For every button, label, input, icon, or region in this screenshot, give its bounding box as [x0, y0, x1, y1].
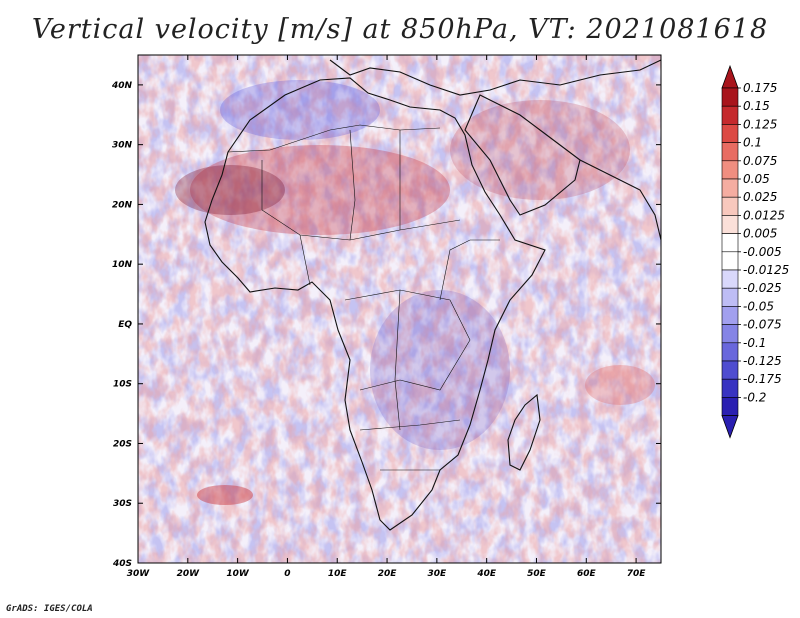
- lat-label: 30N: [112, 141, 133, 151]
- colorbar-swatch: [721, 105, 739, 125]
- coastlines: [204, 59, 662, 531]
- lon-label: 30E: [428, 569, 448, 579]
- colorbar-label: -0.025: [743, 281, 782, 295]
- colorbar-label: 0.1: [743, 136, 762, 150]
- colorbar-swatch: [721, 306, 739, 325]
- latitude-axis: 40N 30N 20N 10N EQ 10S 20S 30S 40S: [111, 81, 661, 569]
- lat-label: 30S: [113, 499, 132, 509]
- colorbar-swatch: [721, 397, 739, 416]
- border: [299, 234, 311, 286]
- colorbar-label: 0.15: [743, 99, 770, 113]
- colorbar-label: 0.05: [743, 172, 770, 186]
- lon-label: 40E: [476, 569, 497, 579]
- colorbar-swatch: [721, 124, 739, 143]
- border: [349, 129, 356, 241]
- colorbar-swatch: [721, 160, 739, 180]
- colorbar-swatch: [721, 178, 739, 198]
- colorbar-label: -0.125: [743, 354, 782, 368]
- lat-label: 40S: [112, 559, 132, 569]
- colorbar-swatch: [721, 360, 739, 380]
- lon-label: 50E: [527, 569, 547, 579]
- colorbar-swatch: [721, 87, 739, 107]
- europe-asia-coastline: [329, 59, 662, 96]
- border: [439, 239, 500, 301]
- lat-label: 20N: [112, 200, 133, 210]
- colorbar-label: -0.175: [743, 372, 782, 386]
- lon-label: 20E: [378, 569, 398, 579]
- lon-label: 70E: [627, 569, 647, 579]
- colorbar-label: -0.2: [743, 390, 766, 404]
- colorbar: 0.175 0.15 0.125 0.1 0.075 0.05 0.025 0.0125 0.0…: [721, 64, 789, 439]
- border: [359, 419, 461, 431]
- colorbar-label: 0.005: [743, 227, 777, 241]
- colorbar-label: -0.005: [743, 245, 782, 259]
- lon-label: 10E: [328, 569, 348, 579]
- lon-label: 20W: [177, 569, 201, 579]
- border: [394, 289, 401, 431]
- plot-title: Vertical velocity [m/s] at 850hPa, VT: 2…: [31, 14, 769, 45]
- grads-credit: GrADS: IGES/COLA: [6, 604, 93, 614]
- colorbar-label: 0.025: [743, 190, 777, 204]
- africa-coastline: [204, 77, 546, 531]
- colorbar-swatch: [721, 269, 739, 289]
- colorbar-label: -0.05: [743, 299, 774, 313]
- colorbar-swatch: [721, 287, 739, 307]
- longitude-axis: 30W 20W 10W 0 10E 20E 30E 40E 50E 60E 70E: [127, 55, 647, 579]
- colorbar-label: 0.175: [743, 81, 777, 95]
- south-asia-coastline: [579, 159, 662, 241]
- velocity-field: [138, 55, 661, 563]
- colorbar-label: 0.0125: [743, 208, 785, 222]
- colorbar-swatch: [721, 196, 739, 216]
- lat-label: 10S: [113, 380, 132, 390]
- colorbar-swatch: [721, 142, 739, 162]
- lon-label: 30W: [127, 569, 151, 579]
- colorbar-swatch: [721, 324, 739, 344]
- lon-label: 0: [284, 569, 290, 579]
- country-borders: [227, 124, 500, 471]
- madagascar-coastline: [507, 393, 541, 471]
- colorbar-swatch: [721, 378, 739, 398]
- colorbar-swatch: [721, 251, 739, 271]
- colorbar-label: -0.1: [743, 336, 766, 350]
- colorbar-top-arrow: [721, 64, 739, 89]
- colorbar-label: -0.0125: [743, 263, 789, 277]
- colorbar-swatch: [721, 215, 739, 234]
- lat-label: EQ: [118, 320, 132, 330]
- lon-label: 10W: [226, 569, 250, 579]
- colorbar-swatch: [721, 233, 739, 253]
- lon-label: 60E: [577, 569, 597, 579]
- colorbar-label: 0.075: [743, 154, 777, 168]
- colorbar-swatch: [721, 342, 739, 362]
- map-frame: [137, 54, 662, 564]
- colorbar-label: -0.075: [743, 318, 782, 332]
- border: [261, 160, 461, 241]
- lat-label: 10N: [112, 260, 133, 270]
- colorbar-bottom-arrow: [721, 415, 739, 439]
- colorbar-label: 0.125: [743, 117, 777, 131]
- lat-label: 20S: [113, 439, 132, 449]
- lat-label: 40N: [111, 81, 133, 91]
